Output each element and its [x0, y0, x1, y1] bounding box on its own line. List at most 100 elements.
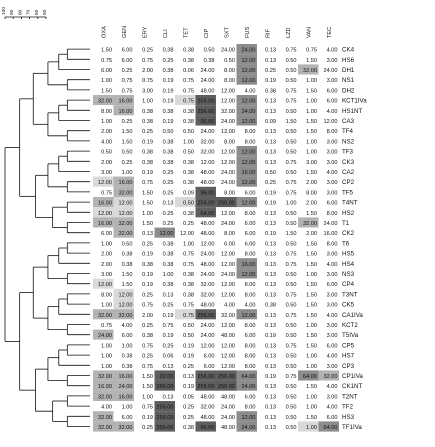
heatmap-cell: [93, 186, 114, 197]
heatmap-cell: [134, 125, 155, 136]
heatmap-cell: [298, 176, 319, 187]
heatmap-cell: [93, 146, 114, 157]
cell-value-label: 0.75: [183, 252, 194, 258]
cell-value-label: 0.38: [265, 88, 276, 94]
cell-value-label: 12.00: [242, 313, 256, 319]
heatmap-cell: [257, 411, 278, 422]
heatmap-cell: [93, 258, 114, 269]
heatmap-cell: [113, 54, 134, 65]
heatmap-cell: [277, 176, 298, 187]
heatmap-cell: [134, 309, 155, 320]
heatmap-cell: [134, 186, 155, 197]
cell-value-label: 24.00: [98, 333, 112, 339]
cell-value-label: 0.25: [265, 68, 276, 74]
heatmap-cell: [113, 207, 134, 218]
heatmap-cell: [277, 309, 298, 320]
heatmap-cell: [154, 268, 175, 279]
heatmap-cell: [195, 227, 216, 238]
cell-value-label: 6.00: [204, 354, 215, 360]
heatmap-cell: [318, 197, 339, 208]
heatmap-cell: [277, 115, 298, 126]
heatmap-cell: [298, 156, 319, 167]
cell-value-label: 96.00: [201, 119, 215, 125]
cell-value-label: 0.38: [183, 180, 194, 186]
cell-value-label: 3.00: [327, 78, 338, 84]
cell-value-label: 0.50: [286, 272, 297, 278]
cell-value-label: 32.00: [303, 221, 317, 227]
cell-value-label: 0.25: [142, 292, 153, 298]
cell-value-label: 2.00: [306, 180, 317, 186]
cell-value-label: 0.25: [142, 48, 153, 54]
cell-value-label: 4.00: [327, 262, 338, 268]
heatmap-cell: [113, 84, 134, 95]
cell-value-label: 0.13: [265, 58, 276, 64]
heatmap-cell: [216, 125, 237, 136]
heatmap-cell: [195, 401, 216, 412]
heatmap-cell: [195, 390, 216, 401]
cell-value-label: 0.19: [265, 374, 276, 380]
cell-value-label: 0.38: [142, 333, 153, 339]
cell-value-label: 12.00: [221, 282, 235, 288]
heatmap-cell: [195, 299, 216, 310]
cell-value-label: 32.00: [119, 425, 133, 431]
heatmap-cell: [134, 319, 155, 330]
heatmap-cell: [318, 186, 339, 197]
cell-value-label: 0.50: [286, 109, 297, 115]
heatmap-cell: [93, 135, 114, 146]
cell-value-label: 1.00: [101, 343, 112, 349]
heatmap-cell: [93, 54, 114, 65]
heatmap-cell: [154, 339, 175, 350]
heatmap-cell: [154, 207, 175, 218]
heatmap-cell: [113, 411, 134, 422]
cell-value-label: 0.13: [265, 343, 276, 349]
cell-value-label: 0.38: [142, 160, 153, 166]
heatmap-cell: [277, 360, 298, 371]
heatmap-cell: [195, 370, 216, 381]
cell-value-label: 24.00: [201, 78, 215, 84]
heatmap-cell: [257, 186, 278, 197]
cell-value-label: 0.25: [183, 221, 194, 227]
cell-value-label: 3.00: [327, 58, 338, 64]
cell-value-label: 0.19: [163, 333, 174, 339]
cell-value-label: 24.00: [221, 119, 235, 125]
cell-value-label: 1.00: [101, 364, 112, 370]
heatmap-cell: [257, 339, 278, 350]
heatmap-cell: [93, 390, 114, 401]
row-label: CK4: [342, 47, 355, 54]
cell-value-label: 0.38: [163, 68, 174, 74]
heatmap-cell: [154, 176, 175, 187]
cell-value-label: 32.00: [201, 150, 215, 156]
cell-value-label: 3.00: [327, 252, 338, 258]
heatmap-cell: [113, 288, 134, 299]
cell-value-label: 1.50: [306, 252, 317, 258]
heatmap-cell: [154, 258, 175, 269]
cell-value-label: 12.00: [221, 88, 235, 94]
cell-value-label: 48.00: [221, 425, 235, 431]
cell-value-label: 24.00: [221, 415, 235, 421]
heatmap-cell: [154, 421, 175, 432]
cell-value-label: 0.75: [101, 323, 112, 329]
heatmap-cell: [277, 411, 298, 422]
cell-value-label: 3.00: [327, 394, 338, 400]
heatmap-cell: [318, 390, 339, 401]
cell-value-label: 3.00: [327, 272, 338, 278]
heatmap-cell: [154, 54, 175, 65]
row-label: KCT2: [342, 322, 358, 329]
heatmap-cell: [175, 207, 196, 218]
cell-value-label: 0.75: [163, 323, 174, 329]
cell-value-label: 0.38: [142, 119, 153, 125]
cell-value-label: 6.00: [245, 394, 256, 400]
row-label: T3NT: [342, 291, 358, 298]
cell-value-label: 12.00: [242, 99, 256, 105]
cell-value-label: 12.00: [98, 180, 112, 186]
heatmap-cell: [195, 319, 216, 330]
heatmap-cell: [175, 105, 196, 116]
heatmap-cell: [277, 248, 298, 259]
heatmap-cell: [236, 74, 257, 85]
heatmap-cell: [298, 95, 319, 106]
cell-value-label: 12.00: [201, 241, 215, 247]
cell-value-label: 0.38: [142, 150, 153, 156]
heatmap-cell: [298, 84, 319, 95]
heatmap-cell: [113, 166, 134, 177]
heatmap-cell: [257, 299, 278, 310]
